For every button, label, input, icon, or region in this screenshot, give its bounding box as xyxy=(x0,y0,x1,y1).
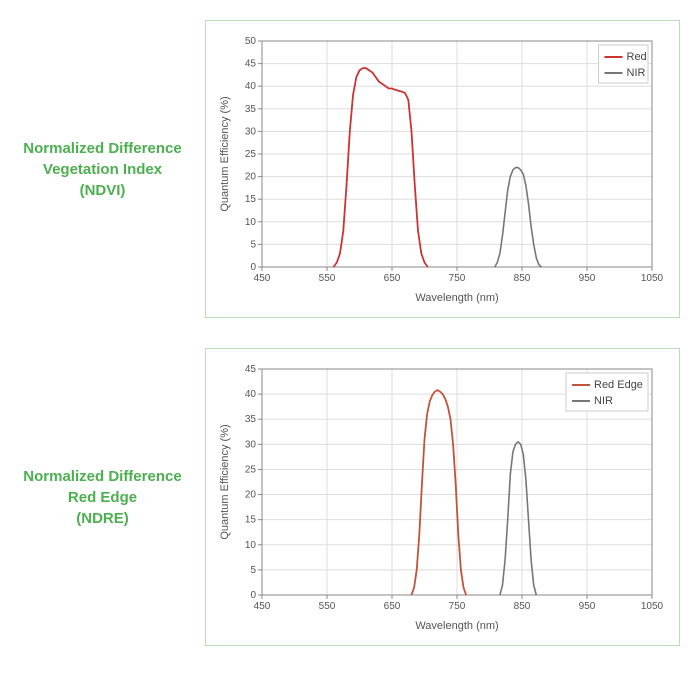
svg-text:850: 850 xyxy=(514,273,531,284)
ndvi-chart: 0 5 10 15 20 25 30 35 40 45 50 450 550 650 750 850 950 10… xyxy=(214,29,664,309)
svg-text:20: 20 xyxy=(245,490,257,501)
label-line: Normalized Difference xyxy=(10,138,195,159)
svg-text:20: 20 xyxy=(245,172,257,183)
svg-text:30: 30 xyxy=(245,126,257,137)
ndre-chart-container: 0 5 10 15 20 25 30 35 40 45 450 550 650 750 850 950 1050… xyxy=(205,348,680,646)
svg-text:450: 450 xyxy=(254,601,271,612)
svg-text:NIR: NIR xyxy=(627,67,646,79)
ndvi-chart-box: 0 5 10 15 20 25 30 35 40 45 50 450 550 650 750 850 950 10… xyxy=(205,20,680,318)
svg-text:Quantum Efficiency (%): Quantum Efficiency (%) xyxy=(219,424,231,539)
ndre-label: Normalized Difference Red Edge (NDRE) xyxy=(10,466,195,529)
svg-text:40: 40 xyxy=(245,81,257,92)
label-line: (NDVI) xyxy=(10,180,195,201)
svg-text:Wavelength (nm): Wavelength (nm) xyxy=(415,620,498,632)
label-line: (NDRE) xyxy=(10,508,195,529)
svg-text:30: 30 xyxy=(245,439,257,450)
label-line: Red Edge xyxy=(10,487,195,508)
svg-text:850: 850 xyxy=(514,601,531,612)
label-line: Vegetation Index xyxy=(10,159,195,180)
svg-text:Wavelength (nm): Wavelength (nm) xyxy=(415,292,498,304)
svg-text:Red Edge: Red Edge xyxy=(594,379,643,391)
ndre-row: Normalized Difference Red Edge (NDRE) 0 5… xyxy=(10,348,680,646)
svg-text:Quantum Efficiency (%): Quantum Efficiency (%) xyxy=(219,96,231,211)
svg-text:5: 5 xyxy=(250,565,256,576)
ndvi-label: Normalized Difference Vegetation Index (… xyxy=(10,138,195,201)
svg-text:750: 750 xyxy=(449,273,466,284)
svg-text:10: 10 xyxy=(245,217,257,228)
svg-text:Red: Red xyxy=(627,51,647,63)
ndvi-chart-container: 0 5 10 15 20 25 30 35 40 45 50 450 550 650 750 850 950 10… xyxy=(205,20,680,318)
svg-text:1050: 1050 xyxy=(641,601,664,612)
svg-text:10: 10 xyxy=(245,540,257,551)
svg-text:25: 25 xyxy=(245,464,257,475)
svg-text:35: 35 xyxy=(245,104,257,115)
svg-text:950: 950 xyxy=(579,601,596,612)
ndre-chart: 0 5 10 15 20 25 30 35 40 45 450 550 650 750 850 950 1050… xyxy=(214,357,664,637)
svg-text:NIR: NIR xyxy=(594,395,613,407)
svg-text:750: 750 xyxy=(449,601,466,612)
svg-text:35: 35 xyxy=(245,414,257,425)
svg-text:950: 950 xyxy=(579,273,596,284)
ndvi-row: Normalized Difference Vegetation Index (… xyxy=(10,20,680,318)
ndre-chart-box: 0 5 10 15 20 25 30 35 40 45 450 550 650 750 850 950 1050… xyxy=(205,348,680,646)
svg-text:15: 15 xyxy=(245,515,257,526)
svg-text:15: 15 xyxy=(245,194,257,205)
svg-text:40: 40 xyxy=(245,389,257,400)
svg-text:5: 5 xyxy=(250,239,256,250)
svg-text:650: 650 xyxy=(384,601,401,612)
svg-text:1050: 1050 xyxy=(641,273,664,284)
svg-text:0: 0 xyxy=(250,590,256,601)
svg-text:550: 550 xyxy=(319,273,336,284)
svg-text:50: 50 xyxy=(245,36,257,47)
svg-text:25: 25 xyxy=(245,149,257,160)
svg-text:45: 45 xyxy=(245,59,257,70)
svg-text:450: 450 xyxy=(254,273,271,284)
label-line: Normalized Difference xyxy=(10,466,195,487)
svg-text:550: 550 xyxy=(319,601,336,612)
svg-text:650: 650 xyxy=(384,273,401,284)
svg-text:45: 45 xyxy=(245,364,257,375)
svg-text:0: 0 xyxy=(250,262,256,273)
